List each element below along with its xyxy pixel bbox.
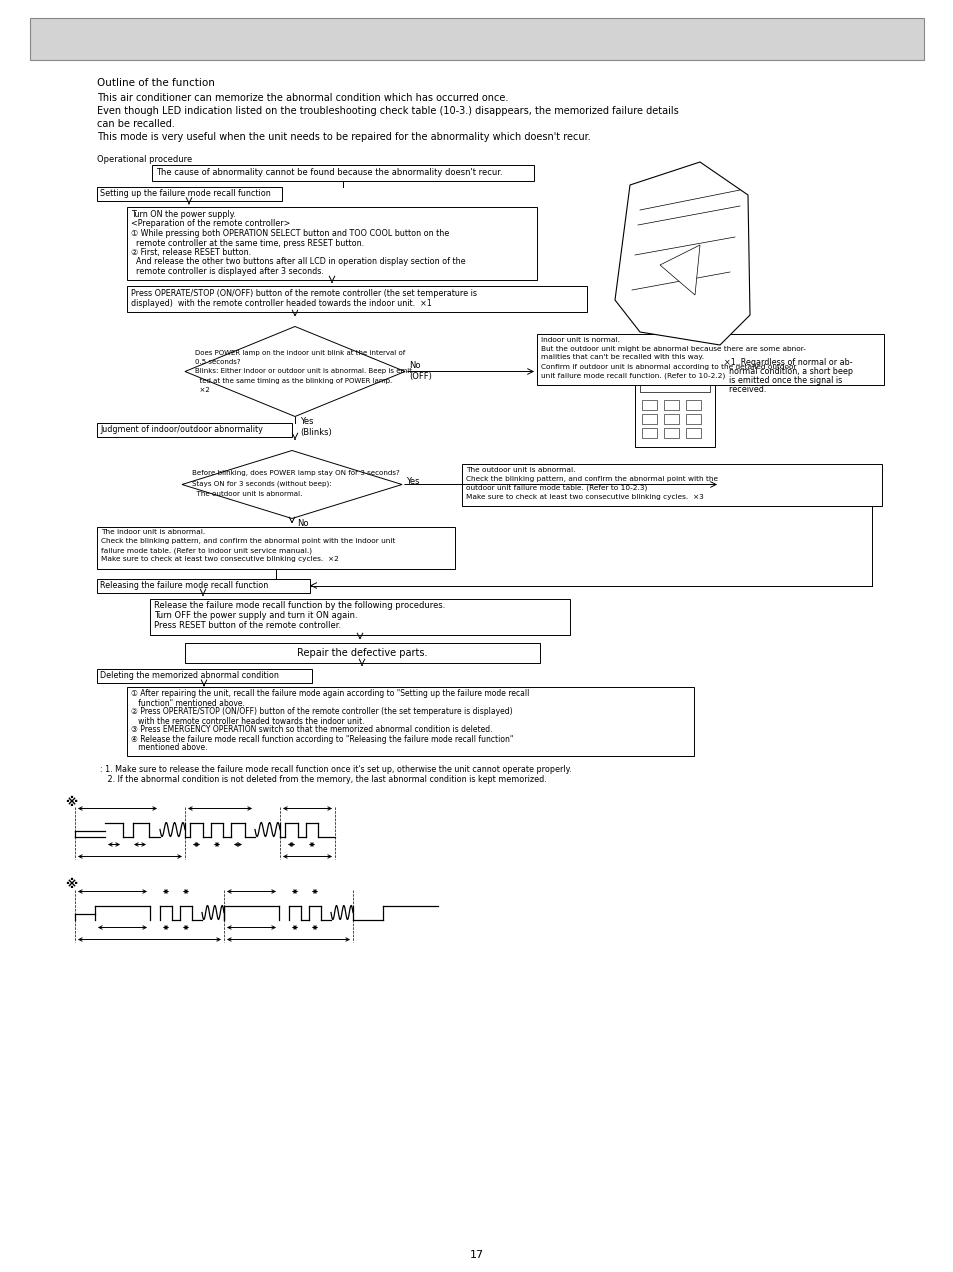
Bar [97,187,282,201]
Bar [150,599,569,635]
Text: Outline of the function: Outline of the function [97,78,214,88]
Text: But the outdoor unit might be abnormal because there are some abnor-: But the outdoor unit might be abnormal b… [540,346,805,351]
Text: Turn OFF the power supply and turn it ON again.: Turn OFF the power supply and turn it ON… [153,612,357,621]
Polygon shape [182,450,401,519]
Bar [537,333,883,384]
Text: : 1. Make sure to release the failure mode recall function once it's set up, oth: : 1. Make sure to release the failure mo… [100,766,571,775]
Text: Make sure to check at least two consecutive blinking cycles.  ×2: Make sure to check at least two consecut… [101,557,338,562]
Bar [641,399,657,410]
Text: is emitted once the signal is: is emitted once the signal is [723,377,841,385]
Text: This mode is very useful when the unit needs to be repaired for the abnormality : This mode is very useful when the unit n… [97,132,590,142]
Text: malities that can't be recalled with this way.: malities that can't be recalled with thi… [540,355,703,360]
Text: ted at the same timing as the blinking of POWER lamp.: ted at the same timing as the blinking o… [194,378,392,384]
Text: unit failure mode recall function. (Refer to 10-2.2): unit failure mode recall function. (Refe… [540,373,724,379]
Text: Deleting the memorized abnormal condition: Deleting the memorized abnormal conditio… [100,670,278,679]
Text: function" mentioned above.: function" mentioned above. [131,698,245,707]
Text: remote controller is displayed after 3 seconds.: remote controller is displayed after 3 s… [131,267,323,276]
Bar [641,427,657,438]
Bar [97,422,292,436]
Text: Judgment of indoor/outdoor abnormality: Judgment of indoor/outdoor abnormality [100,425,263,434]
Text: 0.5 seconds?: 0.5 seconds? [194,359,240,365]
Text: received.: received. [723,385,765,394]
Bar [97,527,455,569]
Bar [97,669,312,683]
Text: No: No [296,519,308,528]
Text: The cause of abnormality cannot be found because the abnormality doesn't recur.: The cause of abnormality cannot be found… [156,168,502,177]
Text: Release the failure mode recall function by the following procedures.: Release the failure mode recall function… [153,602,445,611]
Text: Before blinking, does POWER lamp stay ON for 3 seconds?: Before blinking, does POWER lamp stay ON… [192,471,399,477]
Text: Releasing the failure mode recall function: Releasing the failure mode recall functi… [100,580,268,589]
Bar [97,579,310,593]
Text: outdoor unit failure mode table. (Refer to 10-2.3): outdoor unit failure mode table. (Refer … [465,485,647,491]
Text: ③ Press EMERGENCY OPERATION switch so that the memorized abnormal condition is d: ③ Press EMERGENCY OPERATION switch so th… [131,725,492,734]
Bar [641,413,657,424]
Text: This air conditioner can memorize the abnormal condition which has occurred once: This air conditioner can memorize the ab… [97,93,508,103]
Text: No
(OFF): No (OFF) [409,361,432,380]
Bar [685,399,700,410]
Text: <Preparation of the remote controller>: <Preparation of the remote controller> [131,220,290,229]
Bar [635,352,714,446]
Text: Blinks: Either indoor or outdoor unit is abnormal. Beep is emit-: Blinks: Either indoor or outdoor unit is… [194,369,414,374]
Bar [185,642,539,663]
Polygon shape [185,327,405,416]
Bar [663,413,679,424]
Text: normal condition, a short beep: normal condition, a short beep [723,368,852,377]
Text: The outdoor unit is abnormal.: The outdoor unit is abnormal. [192,491,302,496]
Text: ② First, release RESET button.: ② First, release RESET button. [131,248,251,257]
Text: Check the blinking pattern, and confirm the abnormal point with the indoor unit: Check the blinking pattern, and confirm … [101,538,395,544]
Text: Check the blinking pattern, and confirm the abnormal point with the: Check the blinking pattern, and confirm … [465,476,718,482]
Text: Turn ON the power supply.: Turn ON the power supply. [131,210,235,219]
Text: remote controller at the same time, press RESET button.: remote controller at the same time, pres… [131,239,364,248]
Bar [685,427,700,438]
Text: Stays ON for 3 seconds (without beep):: Stays ON for 3 seconds (without beep): [192,481,332,487]
Text: 17: 17 [470,1250,483,1261]
Text: mentioned above.: mentioned above. [131,744,208,753]
Text: Make sure to check at least two consecutive blinking cycles.  ×3: Make sure to check at least two consecut… [465,494,703,500]
Text: Indoor unit is normal.: Indoor unit is normal. [540,337,619,342]
Text: ④ Release the failure mode recall function according to "Releasing the failure m: ④ Release the failure mode recall functi… [131,734,513,744]
Text: ① While pressing both OPERATION SELECT button and TOO COOL button on the: ① While pressing both OPERATION SELECT b… [131,229,449,238]
Text: ※: ※ [65,879,77,892]
Text: Setting up the failure mode recall function: Setting up the failure mode recall funct… [100,190,271,198]
Bar [127,207,537,280]
Text: Yes
(Blinks): Yes (Blinks) [299,417,332,436]
Polygon shape [659,245,700,295]
Bar [127,687,693,756]
Text: ① After repairing the unit, recall the failure mode again according to "Setting : ① After repairing the unit, recall the f… [131,689,529,698]
Text: Press RESET button of the remote controller.: Press RESET button of the remote control… [153,622,341,631]
Text: displayed)  with the remote controller headed towards the indoor unit.  ×1: displayed) with the remote controller he… [131,299,432,308]
Bar [685,413,700,424]
Text: Even though LED indication listed on the troubleshooting check table (10-3.) dis: Even though LED indication listed on the… [97,106,678,116]
Bar [127,285,586,312]
Text: Yes: Yes [406,477,419,486]
Bar [663,427,679,438]
Text: Operational procedure: Operational procedure [97,155,193,164]
Text: The indoor unit is abnormal.: The indoor unit is abnormal. [101,529,205,536]
Text: ※: ※ [65,795,77,809]
Text: Confirm if outdoor unit is abnormal according to the detailed outdoor: Confirm if outdoor unit is abnormal acco… [540,364,796,369]
Polygon shape [615,162,749,345]
Bar [152,165,534,181]
Text: failure mode table. (Refer to indoor unit service manual.): failure mode table. (Refer to indoor uni… [101,547,312,555]
Text: 2. If the abnormal condition is not deleted from the memory, the last abnormal c: 2. If the abnormal condition is not dele… [100,776,546,785]
Text: Repair the defective parts.: Repair the defective parts. [296,647,427,658]
Text: ×2: ×2 [194,388,210,393]
Text: ② Press OPERATE/STOP (ON/OFF) button of the remote controller (the set temperatu: ② Press OPERATE/STOP (ON/OFF) button of … [131,707,512,716]
Text: can be recalled.: can be recalled. [97,120,174,128]
Bar [30,18,923,60]
Text: And release the other two buttons after all LCD in operation display section of : And release the other two buttons after … [131,257,465,267]
Bar [639,357,709,392]
Bar [663,399,679,410]
Bar [461,463,882,505]
Text: ×1. Regardless of normal or ab-: ×1. Regardless of normal or ab- [723,357,852,368]
Text: The outdoor unit is abnormal.: The outdoor unit is abnormal. [465,467,575,472]
Text: Does POWER lamp on the indoor unit blink at the interval of: Does POWER lamp on the indoor unit blink… [194,350,405,355]
Text: Press OPERATE/STOP (ON/OFF) button of the remote controller (the set temperature: Press OPERATE/STOP (ON/OFF) button of th… [131,289,476,298]
Text: with the remote controller headed towards the indoor unit.: with the remote controller headed toward… [131,716,364,725]
